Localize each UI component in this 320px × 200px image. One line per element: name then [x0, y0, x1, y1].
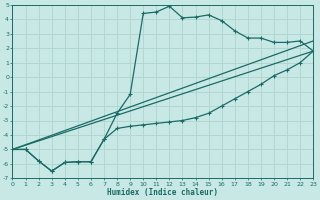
X-axis label: Humidex (Indice chaleur): Humidex (Indice chaleur): [108, 188, 218, 197]
